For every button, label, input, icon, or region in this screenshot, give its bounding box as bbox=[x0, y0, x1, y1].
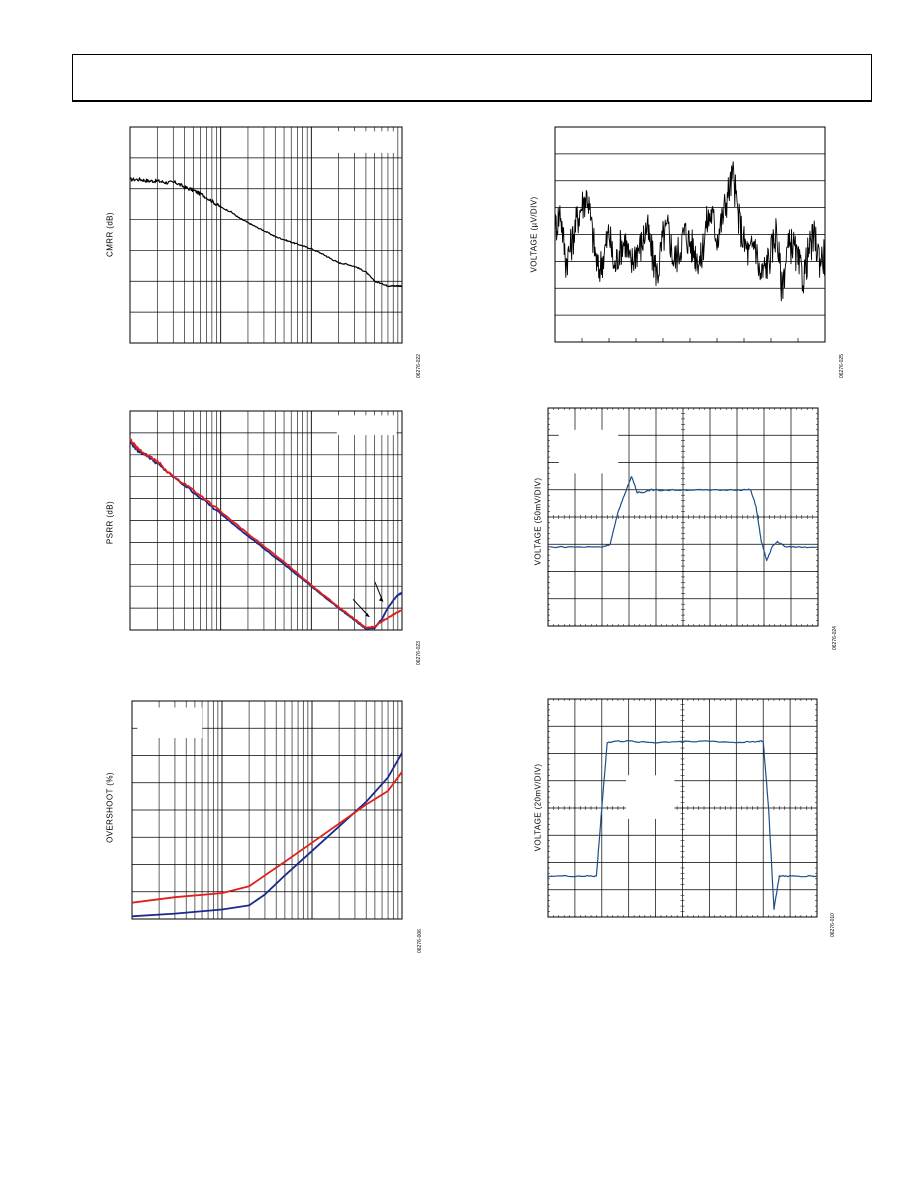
grid bbox=[547, 698, 818, 918]
legend-box bbox=[626, 775, 675, 819]
document-code: 06276-025 bbox=[839, 354, 845, 378]
series-line-2 bbox=[131, 771, 403, 904]
noise-plot bbox=[554, 126, 826, 343]
grid bbox=[131, 701, 402, 919]
series-line-1 bbox=[548, 476, 819, 562]
legend-box bbox=[334, 131, 397, 153]
document-code: 06276-023 bbox=[416, 641, 422, 665]
arrow-head bbox=[365, 612, 370, 617]
plot-frame bbox=[131, 700, 403, 920]
pulse50-plot bbox=[547, 407, 819, 627]
grid bbox=[555, 153, 825, 342]
legend-box bbox=[336, 415, 397, 436]
series-line-2 bbox=[129, 438, 403, 629]
callout-arrow bbox=[352, 598, 370, 618]
legend-box bbox=[137, 707, 203, 739]
plot-frame bbox=[547, 407, 819, 627]
grid bbox=[129, 127, 402, 343]
plot-frame bbox=[129, 410, 403, 631]
cmrr-plot bbox=[129, 126, 403, 344]
series-line-1 bbox=[129, 177, 403, 288]
pulse20-plot bbox=[547, 698, 818, 918]
callout-arrow bbox=[374, 581, 384, 602]
series-line-1 bbox=[554, 161, 826, 302]
arrow-shaft bbox=[374, 581, 384, 602]
arrow-head bbox=[378, 597, 383, 602]
y-axis-label: VOLTAGE (50mV/DIV) bbox=[533, 477, 543, 566]
legend-box bbox=[558, 429, 619, 474]
y-axis-label: VOLTAGE (20mV/DIV) bbox=[533, 763, 543, 852]
grid bbox=[129, 411, 402, 630]
document-code: 06276-010 bbox=[830, 913, 836, 937]
series-line-1 bbox=[129, 440, 403, 630]
y-axis-label: VOLTAGE (µV/DIV) bbox=[529, 196, 539, 273]
overshoot-plot bbox=[131, 700, 403, 920]
y-axis-label: PSRR (dB) bbox=[105, 500, 115, 545]
document-code: 06276-006 bbox=[417, 929, 423, 953]
document-code: 06276-022 bbox=[416, 354, 422, 378]
psrr-plot bbox=[129, 410, 403, 631]
y-axis-label: CMRR (dB) bbox=[105, 212, 115, 257]
page-header-box bbox=[72, 54, 872, 102]
y-axis-label: OVERSHOOT (%) bbox=[105, 772, 115, 843]
plot-frame bbox=[129, 126, 403, 344]
plot-frame bbox=[547, 698, 818, 918]
document-code: 06276-024 bbox=[832, 626, 838, 650]
series-line-1 bbox=[547, 740, 818, 910]
